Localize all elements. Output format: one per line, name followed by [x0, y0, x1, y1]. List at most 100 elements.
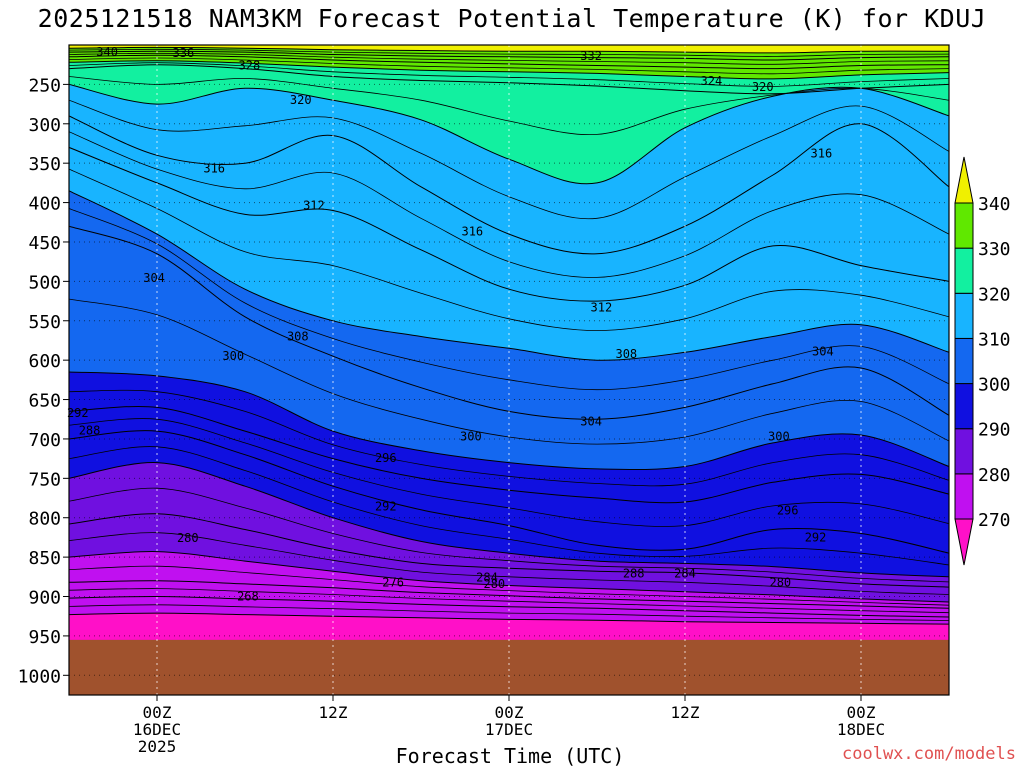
isentrope-326 — [69, 62, 949, 87]
y-tick-label: 650 — [28, 391, 61, 412]
y-tick-label: 450 — [28, 233, 61, 254]
theta-fill-layer — [69, 45, 949, 695]
contour-label: 288 — [79, 423, 101, 437]
x-tick-label: 00Z — [495, 703, 524, 722]
contour-label: 292 — [67, 406, 89, 420]
colorbar-segment — [954, 473, 974, 520]
y-tick-label: 900 — [28, 588, 61, 609]
x-tick-label: 2025 — [138, 737, 177, 756]
contour-label: 268 — [237, 590, 259, 604]
contour-label: 312 — [303, 199, 325, 213]
x-axis-title: Forecast Time (UTC) — [395, 744, 625, 768]
colorbar-segment — [954, 202, 974, 249]
colorbar-label: 290 — [978, 420, 1011, 441]
y-tick-label: 800 — [28, 509, 61, 530]
colorbar-segment — [954, 247, 974, 294]
colorbar-label: 280 — [978, 465, 1011, 486]
isentrope-312 — [69, 146, 949, 302]
isentrope-274 — [69, 588, 949, 614]
contour-label: 316 — [203, 162, 225, 176]
chart-title: 2025121518 NAM3KM Forecast Potential Tem… — [37, 4, 987, 33]
contour-label: 296 — [375, 451, 397, 465]
contour-label: 340 — [96, 45, 118, 59]
contour-label: 312 — [591, 300, 613, 314]
y-axis: 250 300 350 400 450 500 550 600 650 700 750 800 850 9… — [18, 75, 69, 687]
isentrope-278 — [69, 565, 949, 606]
contour-label: 296 — [777, 504, 799, 518]
contour-label: 284 — [476, 571, 498, 585]
isentrope-322 — [69, 76, 949, 136]
y-tick-label: 1000 — [18, 666, 61, 687]
colorbar-segment — [954, 383, 974, 430]
x-tick-label: 12Z — [671, 703, 700, 722]
x-tick-label: 00Z — [847, 703, 876, 722]
x-tick-label: 12Z — [319, 703, 348, 722]
isentrope-310 — [69, 168, 949, 332]
isentrope-286 — [69, 487, 949, 583]
isentrope-316 — [69, 115, 949, 255]
contour-label: 324 — [701, 74, 723, 88]
contour-label: 284 — [674, 567, 696, 581]
contour-label: 304 — [812, 344, 834, 358]
contour-label: 280 — [483, 577, 505, 591]
isentrope-300 — [69, 371, 949, 471]
contour-label: 320 — [290, 93, 312, 107]
contour-label: 328 — [239, 58, 261, 72]
colorbar-label: 340 — [978, 194, 1011, 215]
contour-label: 308 — [287, 330, 309, 344]
colorbar: 270 280 290 300 310 320 330 340 — [954, 156, 1011, 566]
isentrope-338 — [69, 48, 949, 57]
contour-label-layer: 340 336 328 332 324 320 320 316 316 312 316 304 312 3… — [67, 45, 834, 603]
contour-label: 300 — [768, 430, 790, 444]
contour-label: 316 — [461, 225, 483, 239]
contour-label: 292 — [375, 500, 397, 514]
y-tick-label: 950 — [28, 627, 61, 648]
x-tick-label: 16DEC — [133, 720, 181, 739]
isentrope-334 — [69, 52, 949, 65]
contour-label: 300 — [460, 430, 482, 444]
x-tick-label: 00Z — [143, 703, 172, 722]
contour-label: 308 — [615, 347, 637, 361]
contour-label: 336 — [173, 46, 195, 60]
colorbar-label: 300 — [978, 375, 1011, 396]
contour-label: 276 — [382, 575, 404, 589]
contour-label: 320 — [752, 80, 774, 94]
contour-label: 304 — [580, 415, 602, 429]
contour-label: 288 — [623, 567, 645, 581]
contour-label: 280 — [177, 531, 199, 545]
ground-layer — [69, 639, 949, 695]
y-tick-label: 750 — [28, 469, 61, 490]
x-tick-label: 17DEC — [485, 720, 533, 739]
isentrope-298 — [69, 389, 949, 487]
ground-fill — [69, 639, 949, 695]
colorbar-segment — [954, 337, 974, 385]
isentrope-306 — [69, 208, 949, 391]
colorbar-arrow-high — [954, 156, 974, 204]
isentrope-272 — [69, 595, 949, 618]
isentrope-336 — [69, 50, 949, 61]
contour-label: 304 — [143, 271, 165, 285]
isentrope-328 — [69, 60, 949, 80]
colorbar-segment — [954, 428, 974, 475]
colorbar-label: 320 — [978, 284, 1011, 305]
y-tick-label: 850 — [28, 548, 61, 569]
isentrope-268 — [69, 612, 949, 625]
colorbar-label: 310 — [978, 329, 1011, 350]
contour-label: 280 — [769, 575, 791, 589]
colorbar-label: 270 — [978, 510, 1011, 531]
y-tick-label: 550 — [28, 312, 61, 333]
colorbar-arrow-low — [954, 518, 974, 566]
isentrope-330 — [69, 57, 949, 75]
isentrope-288 — [69, 462, 949, 578]
colorbar-label: 330 — [978, 239, 1011, 260]
x-tick-label: 18DEC — [837, 720, 885, 739]
y-tick-label: 600 — [28, 351, 61, 372]
isentrope-308 — [69, 190, 949, 361]
colorbar-segment — [954, 292, 974, 339]
y-tick-label: 500 — [28, 272, 61, 293]
y-tick-label: 700 — [28, 430, 61, 451]
isentrope-276 — [69, 580, 949, 609]
contour-label: 316 — [811, 147, 833, 161]
